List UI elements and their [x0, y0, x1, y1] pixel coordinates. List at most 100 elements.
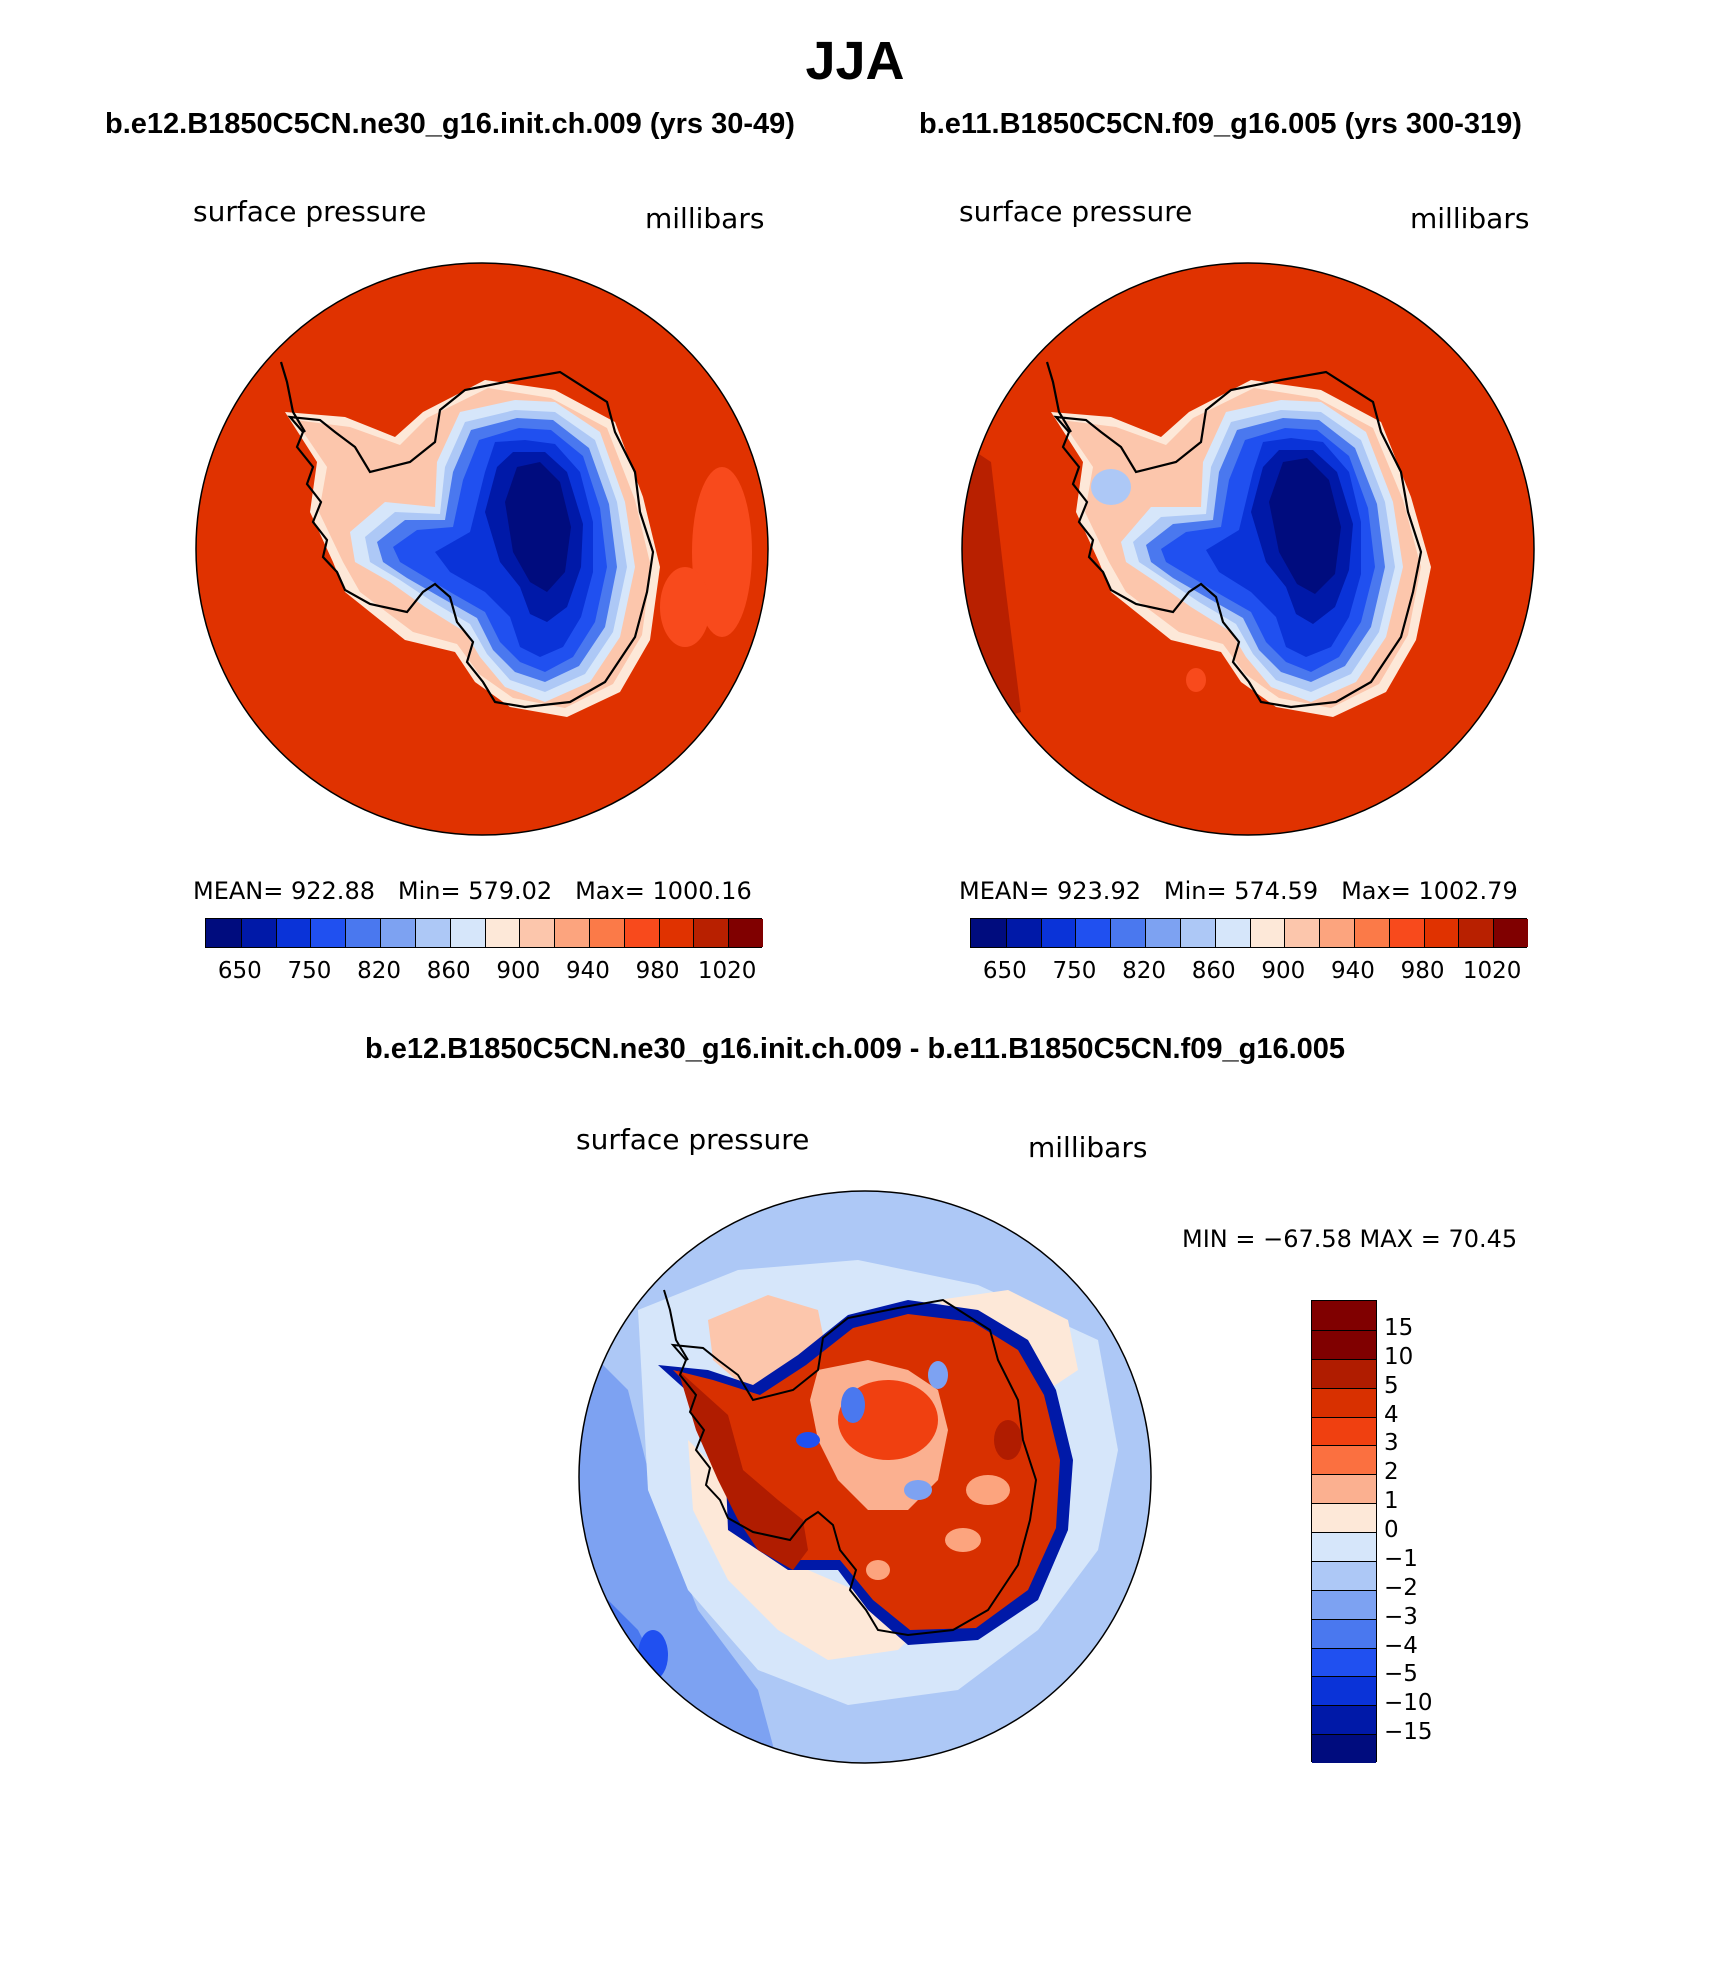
left-mean-value: 922.88: [291, 877, 375, 905]
left-colorbar-tick-label: 750: [287, 958, 332, 984]
left-colorbar-swatch: [658, 919, 694, 947]
left-colorbar-swatch: [380, 919, 416, 947]
right-min-label: Min=: [1163, 877, 1227, 905]
right-colorbar-tick-label: 820: [1122, 958, 1167, 984]
diff-units-label: millibars: [1028, 1131, 1148, 1164]
left-stats: MEAN= 922.88 Min= 579.02 Max= 1000.16: [193, 877, 752, 905]
left-colorbar-swatch: [728, 919, 764, 947]
right-colorbar-swatch: [1493, 919, 1529, 947]
right-min-value: 574.59: [1234, 877, 1319, 905]
left-colorbar-swatch: [484, 919, 520, 947]
diff-colorbar-tick-label: 4: [1384, 1401, 1399, 1428]
right-colorbar-tick-label: 940: [1330, 958, 1375, 984]
right-colorbar-swatch: [1249, 919, 1285, 947]
right-colorbar-tick-label: 860: [1191, 958, 1236, 984]
right-colorbar-swatch: [1423, 919, 1459, 947]
right-stats: MEAN= 923.92 Min= 574.59 Max= 1002.79: [959, 877, 1518, 905]
diff-colorbar-tick-label: −10: [1384, 1690, 1433, 1717]
right-colorbar-swatch: [1075, 919, 1111, 947]
left-colorbar-swatch: [414, 919, 450, 947]
right-case-title: b.e11.B1850C5CN.f09_g16.005 (yrs 300-319…: [919, 108, 1522, 140]
diff-colorbar-swatch: [1312, 1474, 1376, 1504]
right-colorbar-tick-label: 650: [982, 958, 1027, 984]
diff-colorbar-swatch: [1312, 1329, 1376, 1359]
right-colorbar-swatch: [1110, 919, 1146, 947]
left-min-label: Min=: [397, 877, 461, 905]
diff-colorbar-tick-label: 5: [1384, 1372, 1399, 1399]
diff-colorbar-swatch: [1312, 1301, 1376, 1330]
right-mean-label: MEAN=: [959, 877, 1050, 905]
diff-colorbar-tick-label: −1: [1384, 1545, 1418, 1572]
right-colorbar-swatch: [1458, 919, 1494, 947]
right-variable-label: surface pressure: [959, 195, 1193, 228]
diff-title: b.e12.B1850C5CN.ne30_g16.init.ch.009 - b…: [364, 1033, 1346, 1065]
diff-colorbar-tick-label: −5: [1384, 1661, 1418, 1688]
left-colorbar-tick-label: 860: [426, 958, 471, 984]
left-colorbar-swatch: [206, 919, 241, 947]
diff-colorbar-tick-label: 3: [1384, 1430, 1399, 1457]
diff-colorbar-tick-label: −3: [1384, 1603, 1418, 1630]
left-colorbar-swatch: [623, 919, 659, 947]
left-colorbar-tick-label: 980: [635, 958, 680, 984]
diff-colorbar-swatch: [1312, 1676, 1376, 1706]
left-min-value: 579.02: [468, 877, 553, 905]
left-variable-label: surface pressure: [193, 195, 427, 228]
diff-colorbar-swatch: [1312, 1387, 1376, 1417]
left-colorbar-swatch: [240, 919, 276, 947]
right-max-value: 1002.79: [1418, 877, 1518, 905]
diff-colorbar-tick-label: −15: [1384, 1719, 1433, 1746]
left-colorbar-swatch: [693, 919, 729, 947]
left-colorbar-swatch: [275, 919, 311, 947]
left-case-title: b.e12.B1850C5CN.ne30_g16.init.ch.009 (yr…: [105, 108, 795, 140]
right-colorbar-swatch: [1005, 919, 1041, 947]
right-colorbar: [970, 918, 1529, 948]
right-colorbar-tick-label: 900: [1261, 958, 1306, 984]
diff-colorbar-tick-label: 15: [1384, 1314, 1414, 1341]
left-colorbar-swatch: [310, 919, 346, 947]
diff-colorbar: [1311, 1300, 1377, 1764]
left-colorbar-tick-label: 1020: [697, 958, 757, 984]
main-title: JJA: [805, 31, 905, 91]
left-colorbar-swatch: [588, 919, 624, 947]
left-max-label: Max=: [575, 877, 645, 905]
diff-minmax: MIN = −67.58 MAX = 70.45: [1182, 1225, 1518, 1253]
left-colorbar-tick-label: 940: [565, 958, 610, 984]
diff-colorbar-swatch: [1312, 1416, 1376, 1446]
right-mean-value: 923.92: [1057, 877, 1141, 905]
diff-colorbar-tick-label: 10: [1384, 1343, 1414, 1370]
right-colorbar-swatch: [1284, 919, 1320, 947]
right-colorbar-swatch: [971, 919, 1006, 947]
diff-colorbar-swatch: [1312, 1618, 1376, 1648]
left-map: [195, 262, 769, 836]
left-colorbar-swatch: [449, 919, 485, 947]
diff-colorbar-swatch: [1312, 1734, 1376, 1764]
right-colorbar-swatch: [1388, 919, 1424, 947]
right-colorbar-swatch: [1145, 919, 1181, 947]
diff-colorbar-tick-label: 2: [1384, 1459, 1399, 1486]
right-units-label: millibars: [1410, 202, 1530, 235]
left-colorbar-tick-label: 820: [357, 958, 402, 984]
left-colorbar-tick-label: 900: [496, 958, 541, 984]
right-colorbar-tick-label: 750: [1052, 958, 1097, 984]
diff-colorbar-swatch: [1312, 1705, 1376, 1735]
left-mean-label: MEAN=: [193, 877, 284, 905]
diff-colorbar-tick-label: 0: [1384, 1517, 1399, 1543]
diff-variable-label: surface pressure: [576, 1123, 810, 1156]
right-colorbar-swatch: [1353, 919, 1389, 947]
diff-colorbar-swatch: [1312, 1589, 1376, 1619]
diff-colorbar-swatch: [1312, 1445, 1376, 1475]
diff-colorbar-labels: 15 10 5 4 3 2 1 0 −1 −2 −3 −4 −5 −10 −15: [1384, 1300, 1504, 1762]
right-colorbar-swatch: [1214, 919, 1250, 947]
left-colorbar: [205, 918, 764, 948]
diff-map: [578, 1190, 1152, 1764]
left-colorbar-labels: 650 750 820 860 900 940 980 1020: [0, 958, 1710, 988]
diff-colorbar-swatch: [1312, 1503, 1376, 1533]
right-map: [961, 262, 1535, 836]
diff-colorbar-swatch: [1312, 1532, 1376, 1561]
diff-colorbar-tick-label: −2: [1384, 1574, 1418, 1601]
diff-colorbar-swatch: [1312, 1358, 1376, 1388]
left-colorbar-swatch: [345, 919, 381, 947]
left-colorbar-tick-label: 650: [217, 958, 262, 984]
right-max-label: Max=: [1341, 877, 1411, 905]
diff-colorbar-swatch: [1312, 1647, 1376, 1677]
